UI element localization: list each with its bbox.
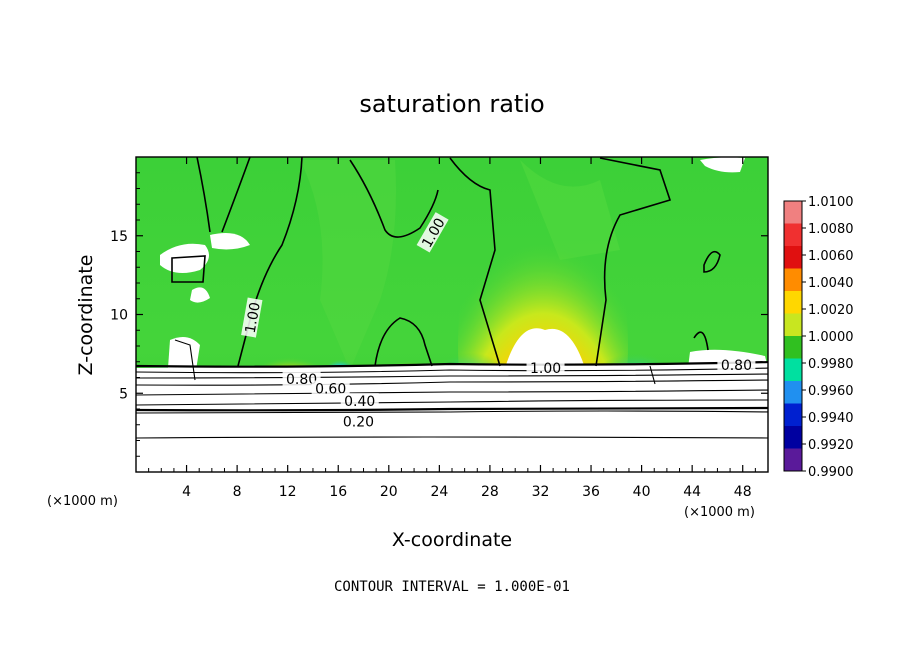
svg-text:0.80: 0.80	[286, 372, 317, 388]
colorbar-swatch	[784, 403, 802, 426]
contour-label: 0.40	[340, 393, 379, 410]
y-axis: 5 10 15	[110, 172, 768, 457]
x-unit-right: (×1000 m)	[684, 505, 755, 520]
x-tick-label: 44	[683, 484, 701, 500]
svg-text:0.60: 0.60	[315, 382, 346, 398]
colorbar-swatch	[784, 313, 802, 336]
colorbar-label: 1.0080	[808, 222, 854, 237]
x-tick-label: 20	[380, 484, 398, 500]
x-axis-label: X-coordinate	[392, 529, 512, 551]
colorbar-label: 1.0040	[808, 276, 854, 291]
x-tick-label: 32	[532, 484, 550, 500]
x-tick-label: 28	[481, 484, 499, 500]
x-tick-label: 4	[182, 484, 191, 500]
x-tick-label: 24	[430, 484, 448, 500]
colorbar-swatch	[784, 426, 802, 449]
chart-title: saturation ratio	[359, 90, 544, 118]
y-axis-label: Z-coordinate	[75, 255, 97, 376]
colorbar-swatch	[784, 201, 802, 224]
contour-label: 1.00	[526, 360, 565, 377]
colorbar-swatch	[784, 246, 802, 269]
svg-text:0.80: 0.80	[721, 358, 752, 374]
contour-label: 0.80	[717, 356, 756, 374]
colorbar-swatch	[784, 268, 802, 291]
x-tick-label: 16	[329, 484, 347, 500]
colorbar: 1.0100 1.0080 1.0060 1.0040 1.0020 1.0000 0.99…	[783, 195, 854, 480]
colorbar-label: 0.9980	[808, 357, 854, 372]
colorbar-label: 1.0000	[808, 330, 854, 345]
contour-interval-note: CONTOUR INTERVAL = 1.000E-01	[334, 579, 570, 595]
x-tick-label: 40	[633, 484, 651, 500]
x-tick-label: 12	[279, 484, 297, 500]
x-unit-left: (×1000 m)	[47, 494, 118, 509]
y-tick-label: 5	[119, 386, 128, 402]
colorbar-label: 1.0100	[808, 195, 854, 210]
colorbar-swatch	[784, 336, 802, 359]
colorbar-swatch	[784, 381, 802, 404]
y-tick-label: 10	[110, 308, 128, 324]
svg-text:1.00: 1.00	[243, 301, 264, 334]
svg-text:0.40: 0.40	[344, 394, 375, 410]
colorbar-label: 1.0060	[808, 249, 854, 264]
plot-field	[136, 157, 768, 472]
colorbar-swatch	[784, 291, 802, 314]
colorbar-label: 0.9920	[808, 438, 854, 453]
colorbar-swatch	[784, 448, 802, 471]
contour-label: 0.60	[311, 380, 350, 398]
svg-text:1.00: 1.00	[530, 361, 561, 377]
contour-label: 0.80	[282, 371, 321, 388]
colorbar-label: 1.0020	[808, 303, 854, 318]
colorbar-label: 0.9900	[808, 465, 854, 480]
x-tick-label: 36	[582, 484, 600, 500]
colorbar-swatch	[784, 358, 802, 381]
colorbar-swatch	[784, 223, 802, 246]
x-tick-label: 48	[734, 484, 752, 500]
colorbar-label: 0.9960	[808, 384, 854, 399]
svg-text:0.20: 0.20	[343, 415, 374, 431]
colorbar-label: 0.9940	[808, 411, 854, 426]
contour-label: 0.20	[339, 413, 378, 431]
x-tick-label: 8	[233, 484, 242, 500]
y-tick-label: 15	[110, 229, 128, 245]
x-axis: 4 8 12 16 20 24 28 32 36 40 44 48	[148, 157, 756, 500]
contour-label: 1.00	[241, 297, 264, 338]
